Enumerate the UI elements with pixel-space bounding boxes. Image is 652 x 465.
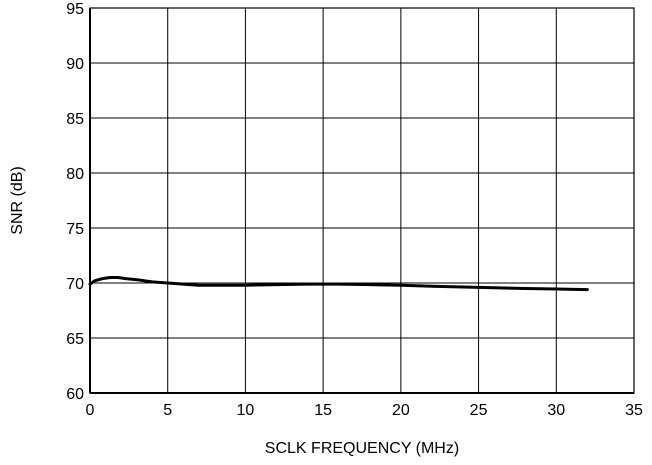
x-tick-label: 35 [625,402,643,419]
x-tick-label: 10 [237,402,255,419]
series [88,276,589,292]
grid [89,7,635,394]
plot-frame [89,7,635,394]
y-tick-labels: 60 65 70 75 80 85 90 95 [66,1,84,403]
x-axis-title: SCLK FREQUENCY (MHz) [265,440,459,457]
x-tick-label: 30 [547,402,565,419]
y-tick-label: 70 [66,276,84,293]
y-tick-label: 75 [66,221,84,238]
y-tick-label: 95 [66,1,84,18]
x-tick-label: 0 [86,402,95,419]
axes [89,8,634,394]
x-tick-label: 5 [163,402,172,419]
y-tick-label: 65 [66,331,84,348]
x-tick-label: 20 [392,402,410,419]
y-axis-title: SNR (dB) [9,166,26,234]
x-tick-labels: 0 5 10 15 20 25 30 35 [86,402,643,419]
y-tick-label: 60 [66,386,84,403]
y-tick-label: 80 [66,166,84,183]
y-tick-label: 90 [66,56,84,73]
y-tick-label: 85 [66,111,84,128]
snr-series-line [88,276,589,292]
x-tick-label: 25 [470,402,488,419]
x-tick-label: 15 [314,402,332,419]
